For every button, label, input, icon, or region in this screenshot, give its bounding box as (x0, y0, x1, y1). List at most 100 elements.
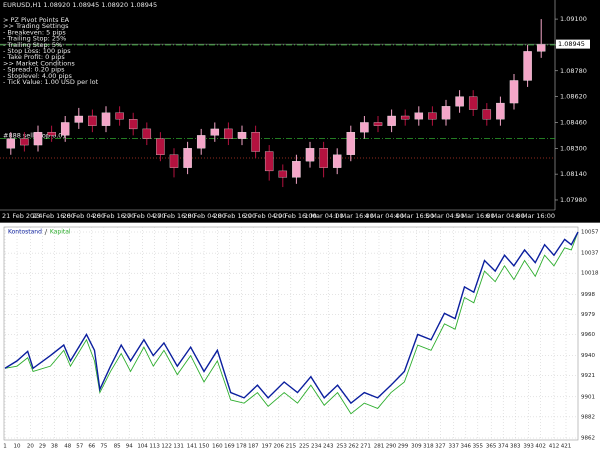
x-tick-label: 160 (212, 444, 223, 450)
x-tick-label: 169 (224, 444, 235, 450)
time-label: 27 Feb 16:00 (153, 212, 196, 220)
series-line (4, 231, 579, 415)
candle-body (237, 131, 247, 139)
candle-body (33, 131, 43, 146)
candle-body (536, 43, 546, 52)
x-tick-label: 85 (114, 444, 121, 450)
candle-body (387, 115, 396, 126)
price-tick-label: 1.08460 (560, 118, 587, 126)
x-tick-label: 374 (498, 444, 509, 450)
time-label: 5 Mar 16:00 (455, 212, 494, 220)
x-tick-label: 141 (187, 444, 198, 450)
x-tick-label: 412 (549, 444, 560, 450)
x-tick-label: 104 (137, 444, 148, 450)
candle-body (6, 138, 16, 149)
candle-body (74, 115, 84, 123)
x-tick-label: 178 (236, 444, 247, 450)
time-label: 5 Mar 04:00 (425, 212, 464, 220)
x-tick-label: 327 (435, 444, 446, 450)
x-tick-label: 271 (360, 444, 371, 450)
ea-info-line: - Trailing Step: 5% (3, 41, 62, 49)
x-tick-label: 29 (39, 444, 46, 450)
y-tick-label: 9921 (581, 373, 595, 379)
time-label: 26 Feb 16:00 (93, 212, 136, 220)
x-tick-label: 48 (64, 444, 71, 450)
x-tick-label: 383 (510, 444, 521, 450)
time-label: 21 Feb 2024 (2, 212, 42, 220)
candle-body (251, 131, 260, 152)
x-tick-label: 197 (262, 444, 273, 450)
time-label: 6 Mar 16:00 (516, 212, 555, 220)
candle-body (332, 154, 342, 168)
x-tick-label: 253 (336, 444, 347, 450)
x-tick-label: 66 (88, 444, 95, 450)
candle-body (482, 109, 492, 120)
x-tick-label: 187 (248, 444, 259, 450)
y-tick-label: 10057 (581, 230, 599, 236)
x-tick-label: 309 (411, 444, 422, 450)
candle-body (496, 102, 505, 120)
ea-info-line: > PZ Pivot Points EA (3, 16, 70, 24)
candle-body (101, 112, 111, 126)
x-tick-label: 57 (76, 444, 83, 450)
time-label: 4 Mar 04:00 (365, 212, 404, 220)
x-tick-label: 225 (299, 444, 310, 450)
price-tick-label: 1.08140 (560, 170, 587, 178)
x-tick-label: 1 (3, 444, 7, 450)
price-tick-label: 1.08780 (560, 67, 587, 75)
time-label: 4 Mar 16:00 (395, 212, 434, 220)
ea-info-line: - Stoplevel: 4.00 pips (3, 72, 72, 80)
candle-body (468, 96, 478, 110)
candle-body (292, 161, 301, 178)
x-tick-label: 75 (100, 444, 107, 450)
ea-info-line: >> Market Conditions (3, 59, 75, 67)
price-tick-label: 1.07980 (560, 196, 587, 204)
x-tick-label: 346 (461, 444, 472, 450)
x-tick-label: 262 (348, 444, 359, 450)
time-label: 27 Feb 04:00 (123, 212, 166, 220)
legend-entry: Kontostand (8, 229, 42, 236)
candle-body (210, 128, 220, 136)
time-label: 1 Mar 16:00 (334, 212, 373, 220)
candle-body (319, 148, 328, 168)
candle-body (183, 148, 192, 168)
candle-body (142, 128, 152, 139)
current-price-label: 1.08945 (558, 40, 585, 48)
y-tick-label: 10018 (581, 271, 599, 277)
candle-body (455, 96, 464, 107)
legend-separator (44, 228, 48, 236)
x-tick-label: 150 (199, 444, 210, 450)
price-tick-label: 1.08300 (560, 144, 587, 152)
ea-info-line: - Tick Value: 1.00 USD per lot (3, 78, 99, 86)
candle-body (414, 112, 424, 120)
y-tick-label: 9960 (581, 332, 595, 338)
x-tick-label: 113 (149, 444, 160, 450)
candle-body (47, 131, 56, 136)
x-tick-label: 20 (27, 444, 34, 450)
candle-body (169, 154, 179, 168)
candle-body (128, 119, 138, 130)
time-label: 26 Feb 04:00 (62, 212, 105, 220)
x-tick-label: 365 (486, 444, 497, 450)
x-tick-label: 131 (173, 444, 184, 450)
candle-body (224, 128, 233, 139)
equity-background (0, 222, 600, 450)
equity-chart: 10057 10037 10018 9998 9979 9960 9940 9921 9901 9… (0, 222, 600, 450)
candle-body (441, 106, 451, 120)
x-tick-label: 215 (286, 444, 297, 450)
price-chart: EURUSD,H1 1.08920 1.08945 1.08920 1.0894… (0, 0, 600, 222)
ea-info-line: - Trailing Stop: 25% (3, 35, 66, 43)
y-tick-label: 9862 (581, 436, 595, 442)
y-tick-label: 9882 (581, 414, 595, 420)
ea-info-line: - Take Profit: 0 pips (3, 53, 65, 61)
x-tick-label: 206 (274, 444, 285, 450)
candle-body (509, 80, 519, 104)
price-background (0, 0, 600, 222)
time-label: 23 Feb 16:00 (32, 212, 75, 220)
time-label: 6 Mar 04:00 (486, 212, 525, 220)
candle-body (305, 148, 315, 162)
candle-body (360, 122, 369, 133)
ea-info-line: - Spread: 0.20 pips (3, 66, 65, 74)
